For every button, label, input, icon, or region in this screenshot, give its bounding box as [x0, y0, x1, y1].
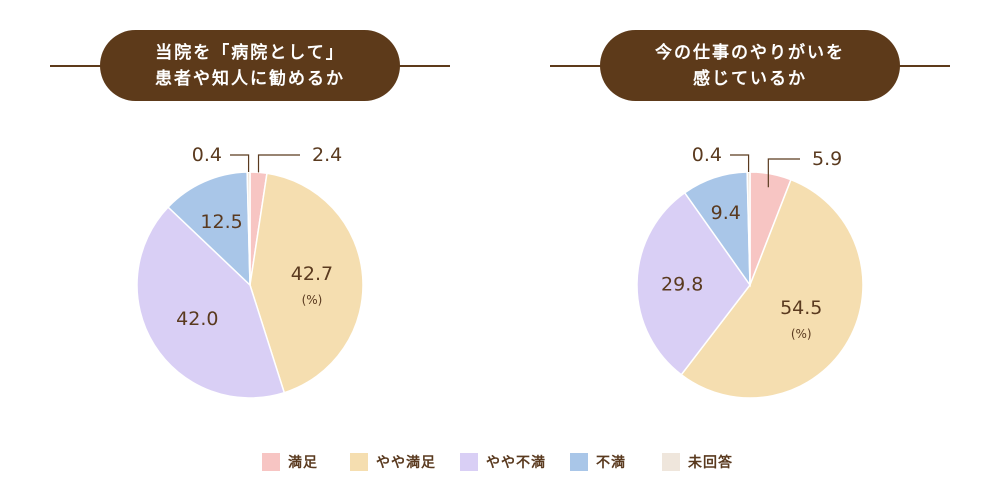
pie-slice-no-answer: [746, 171, 751, 286]
chart-panel-hospital: 当院を「病院として」 患者や知人に勧めるか 2.4 42.7 (%) 42.0 12.5…: [0, 0, 500, 430]
pie-slice-somewhat-satisfied: [680, 178, 864, 399]
data-label: 42.0: [176, 308, 218, 330]
leader-line: [730, 154, 750, 173]
legend-label: 不満: [596, 455, 626, 471]
chart-title-line-2: 感じているか: [693, 68, 807, 89]
legend-swatch: [570, 453, 588, 471]
data-label: 5.9: [812, 148, 842, 170]
pie-chart-hospital: 2.4 42.7 (%) 42.0 12.5 0.4: [136, 144, 364, 399]
data-label: 12.5: [200, 211, 242, 233]
data-label: 0.4: [192, 144, 222, 166]
pie-slice-somewhat-dissatisfied: [136, 206, 286, 399]
legend-swatch: [262, 453, 280, 471]
pie-slice-dissatisfied: [167, 171, 251, 287]
leader-line: [257, 154, 300, 173]
data-label: 2.4: [312, 144, 342, 166]
chart-title-pill: 当院を「病院として」 患者や知人に勧めるか: [100, 30, 400, 101]
legend-label: 満足: [288, 455, 318, 471]
data-label: 29.8: [661, 274, 703, 296]
chart-title-pill: 今の仕事のやりがいを 感じているか: [600, 30, 900, 101]
legend-label: 未回答: [688, 455, 733, 471]
chart-legend: 満足 やや満足 やや不満 不満 未回答: [0, 450, 1000, 474]
legend-item-no-answer: 未回答: [662, 452, 733, 472]
chart-title-line-2: 患者や知人に勧めるか: [155, 68, 345, 89]
unit-label: (%): [302, 293, 323, 307]
pie-slice-no-answer: [246, 171, 251, 286]
data-label: 0.4: [692, 144, 722, 166]
data-label: 42.7: [291, 263, 333, 285]
pie-chart-job: 5.9 54.5 (%) 29.8 9.4 0.4: [636, 144, 864, 399]
data-label: 54.5: [780, 297, 822, 319]
chart-title-line-1: 当院を「病院として」: [155, 42, 345, 63]
legend-swatch: [350, 453, 368, 471]
unit-label: (%): [791, 327, 812, 341]
legend-item-satisfied: 満足: [262, 452, 318, 472]
legend-label: やや不満: [486, 455, 546, 471]
legend-swatch: [662, 453, 680, 471]
legend-item-somewhat-dissatisfied: やや不満: [460, 452, 546, 472]
legend-item-dissatisfied: 不満: [570, 452, 626, 472]
legend-item-somewhat-satisfied: やや満足: [350, 452, 436, 472]
leader-line: [767, 158, 800, 188]
chart-title-line-1: 今の仕事のやりがいを: [655, 42, 845, 63]
data-label: 9.4: [711, 202, 741, 224]
pie-slice-somewhat-dissatisfied: [636, 191, 751, 376]
pie-slice-somewhat-satisfied: [249, 172, 364, 394]
chart-panel-job: 今の仕事のやりがいを 感じているか 5.9 54.5 (%) 29.8 9.4 0.4: [500, 0, 1000, 430]
legend-swatch: [460, 453, 478, 471]
legend-label: やや満足: [376, 455, 436, 471]
leader-line: [230, 154, 250, 173]
